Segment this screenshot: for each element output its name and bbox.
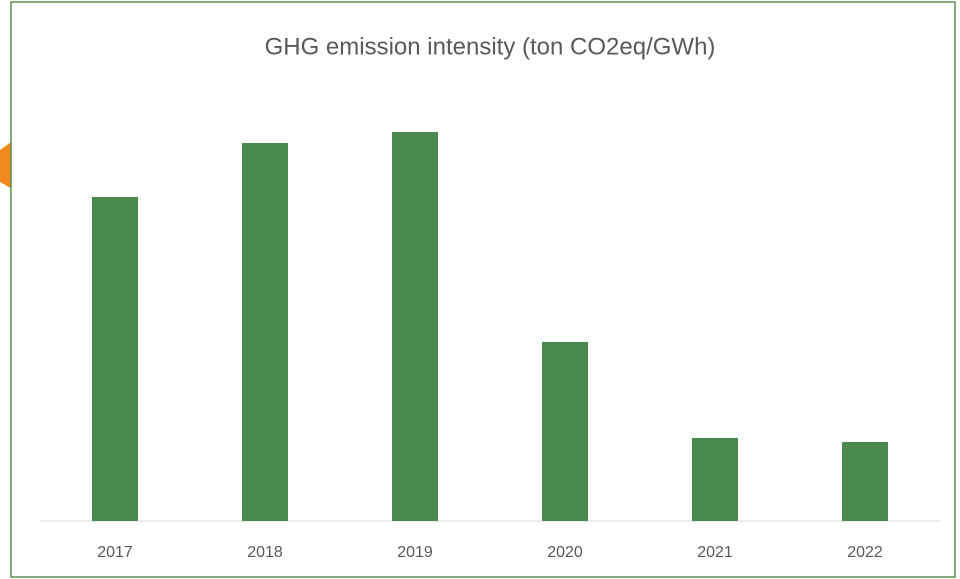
bar: [542, 342, 588, 521]
chart-border: [10, 1, 956, 578]
x-tick-label: 2019: [397, 544, 433, 561]
x-tick-label: 2021: [697, 544, 733, 561]
bar: [92, 197, 138, 521]
bar: [392, 132, 438, 521]
bar: [842, 442, 888, 521]
x-tick-label: 2022: [847, 544, 883, 561]
bar: [242, 143, 288, 521]
x-tick-label: 2020: [547, 544, 583, 561]
bar: [692, 438, 738, 521]
x-tick-label: 2017: [97, 544, 133, 561]
x-tick-label: 2018: [247, 544, 283, 561]
chart-title: GHG emission intensity (ton CO2eq/GWh): [265, 33, 716, 60]
